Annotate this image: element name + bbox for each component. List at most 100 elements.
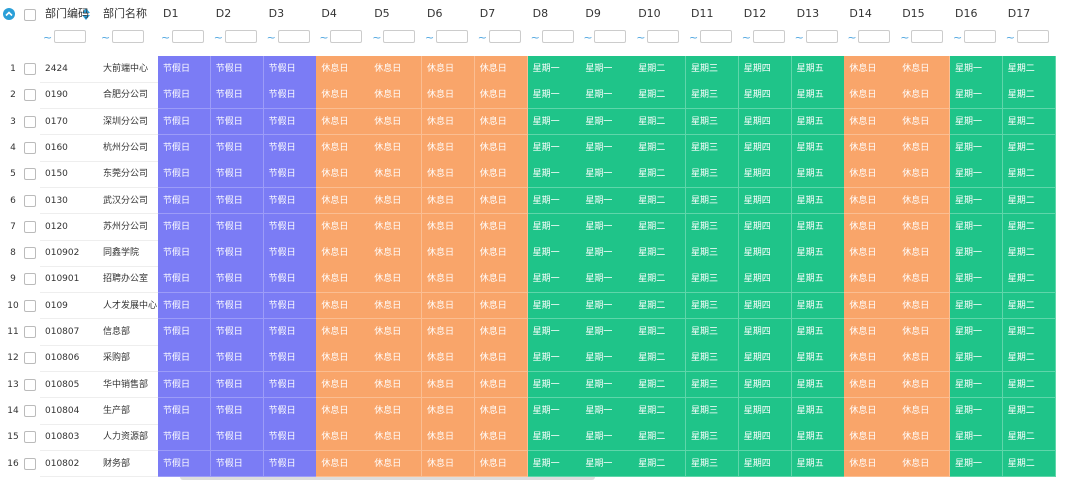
filter-input[interactable]	[383, 30, 416, 43]
row-checkbox[interactable]	[24, 115, 36, 128]
table-cell[interactable]: 休息日	[897, 213, 951, 241]
table-cell[interactable]: 星期二	[1002, 82, 1057, 110]
table-cell[interactable]: 星期一	[527, 397, 581, 425]
filter-input[interactable]	[54, 30, 86, 43]
row-checkbox[interactable]	[24, 273, 36, 286]
column-header[interactable]: D17	[1007, 7, 1031, 20]
table-cell[interactable]: 休息日	[474, 345, 529, 373]
table-cell[interactable]: 星期三	[686, 266, 740, 294]
table-cell[interactable]: 星期一	[580, 371, 634, 399]
filter-input[interactable]	[330, 30, 363, 43]
table-cell[interactable]: 节假日	[158, 161, 212, 188]
table-cell[interactable]: 星期四	[738, 240, 793, 267]
table-cell[interactable]: 星期二	[1002, 240, 1057, 267]
column-header[interactable]: 部门编码	[45, 7, 89, 20]
table-cell[interactable]: 休息日	[369, 450, 423, 478]
table-cell[interactable]: 星期二	[1002, 319, 1057, 346]
table-cell[interactable]: 星期一	[950, 108, 1004, 136]
table-cell[interactable]: 休息日	[474, 397, 529, 425]
table-cell[interactable]: 星期一	[580, 292, 634, 320]
column-header[interactable]: D4	[321, 7, 337, 20]
table-cell[interactable]: 星期一	[950, 187, 1004, 215]
table-cell[interactable]: 休息日	[897, 108, 951, 136]
table-cell[interactable]: 休息日	[474, 319, 529, 346]
table-cell[interactable]: 星期五	[791, 397, 845, 425]
row-checkbox[interactable]	[24, 299, 36, 312]
table-cell[interactable]: 星期五	[791, 187, 845, 215]
table-cell[interactable]: 星期三	[686, 292, 740, 320]
table-cell[interactable]: 节假日	[158, 108, 212, 136]
table-cell[interactable]: 星期一	[580, 161, 634, 188]
table-cell[interactable]: 星期四	[738, 319, 793, 346]
column-header[interactable]: D16	[955, 7, 978, 20]
table-cell[interactable]: 休息日	[316, 56, 370, 83]
table-cell[interactable]: 星期二	[1002, 345, 1057, 373]
filter-input[interactable]	[224, 30, 257, 43]
table-cell[interactable]: 休息日	[422, 240, 476, 267]
table-cell[interactable]: 星期一	[580, 56, 634, 83]
collapse-all-icon[interactable]	[3, 8, 15, 20]
table-cell[interactable]: 休息日	[316, 345, 370, 373]
table-cell[interactable]: 休息日	[844, 187, 898, 215]
table-cell[interactable]: 休息日	[844, 319, 898, 346]
column-header[interactable]: D3	[268, 7, 285, 20]
row-checkbox[interactable]	[24, 194, 36, 207]
table-cell[interactable]: 星期三	[686, 108, 740, 136]
table-cell[interactable]: 节假日	[158, 397, 212, 425]
filter-input[interactable]	[436, 30, 468, 43]
select-all-checkbox[interactable]	[24, 9, 36, 21]
filter-input[interactable]	[541, 30, 574, 43]
column-header[interactable]: D14	[849, 7, 872, 20]
table-cell[interactable]: 星期四	[738, 397, 793, 425]
row-checkbox[interactable]	[24, 352, 36, 365]
table-cell[interactable]: 节假日	[158, 424, 212, 451]
row-checkbox[interactable]	[24, 457, 36, 470]
table-cell[interactable]: 星期四	[738, 134, 793, 162]
column-header[interactable]: D9	[585, 7, 601, 20]
table-cell[interactable]: 星期二	[633, 424, 687, 451]
table-cell[interactable]: 星期一	[527, 266, 581, 294]
filter-input[interactable]	[858, 30, 891, 43]
table-cell[interactable]: 星期一	[950, 292, 1004, 320]
table-cell[interactable]: 星期一	[950, 345, 1004, 373]
table-cell[interactable]: 节假日	[263, 292, 317, 320]
table-cell[interactable]: 休息日	[422, 134, 476, 162]
table-cell[interactable]: 休息日	[844, 292, 898, 320]
column-header[interactable]: D6	[427, 7, 443, 20]
table-cell[interactable]: 休息日	[474, 424, 529, 451]
table-cell[interactable]: 休息日	[316, 292, 370, 320]
column-header[interactable]: D15	[902, 7, 925, 20]
table-cell[interactable]: 休息日	[897, 161, 951, 188]
table-cell[interactable]: 星期四	[738, 56, 793, 83]
table-cell[interactable]: 节假日	[210, 108, 265, 136]
table-cell[interactable]: 节假日	[263, 424, 317, 451]
table-cell[interactable]: 星期一	[580, 424, 634, 451]
table-cell[interactable]: 节假日	[263, 56, 317, 83]
table-cell[interactable]: 休息日	[422, 82, 476, 110]
table-cell[interactable]: 星期一	[950, 371, 1004, 399]
table-cell[interactable]: 星期一	[527, 450, 581, 478]
table-cell[interactable]: 星期一	[580, 134, 634, 162]
table-cell[interactable]: 休息日	[474, 371, 529, 399]
table-cell[interactable]: 星期二	[1002, 108, 1057, 136]
table-cell[interactable]: 星期四	[738, 266, 793, 294]
table-cell[interactable]: 节假日	[263, 450, 317, 478]
table-cell[interactable]: 休息日	[844, 371, 898, 399]
table-cell[interactable]: 星期二	[633, 266, 687, 294]
table-cell[interactable]: 休息日	[897, 371, 951, 399]
row-checkbox[interactable]	[24, 63, 36, 75]
table-cell[interactable]: 星期二	[633, 292, 687, 320]
table-cell[interactable]: 星期二	[633, 56, 687, 83]
table-cell[interactable]: 节假日	[263, 108, 317, 136]
table-cell[interactable]: 休息日	[316, 450, 370, 478]
table-cell[interactable]: 休息日	[897, 292, 951, 320]
table-cell[interactable]: 休息日	[474, 213, 529, 241]
table-cell[interactable]: 节假日	[210, 266, 265, 294]
table-cell[interactable]: 节假日	[210, 424, 265, 451]
table-cell[interactable]: 星期二	[633, 187, 687, 215]
table-cell[interactable]: 星期一	[950, 161, 1004, 188]
table-cell[interactable]: 星期五	[791, 266, 845, 294]
table-cell[interactable]: 休息日	[369, 397, 423, 425]
row-checkbox[interactable]	[24, 431, 36, 444]
table-cell[interactable]: 休息日	[897, 319, 951, 346]
